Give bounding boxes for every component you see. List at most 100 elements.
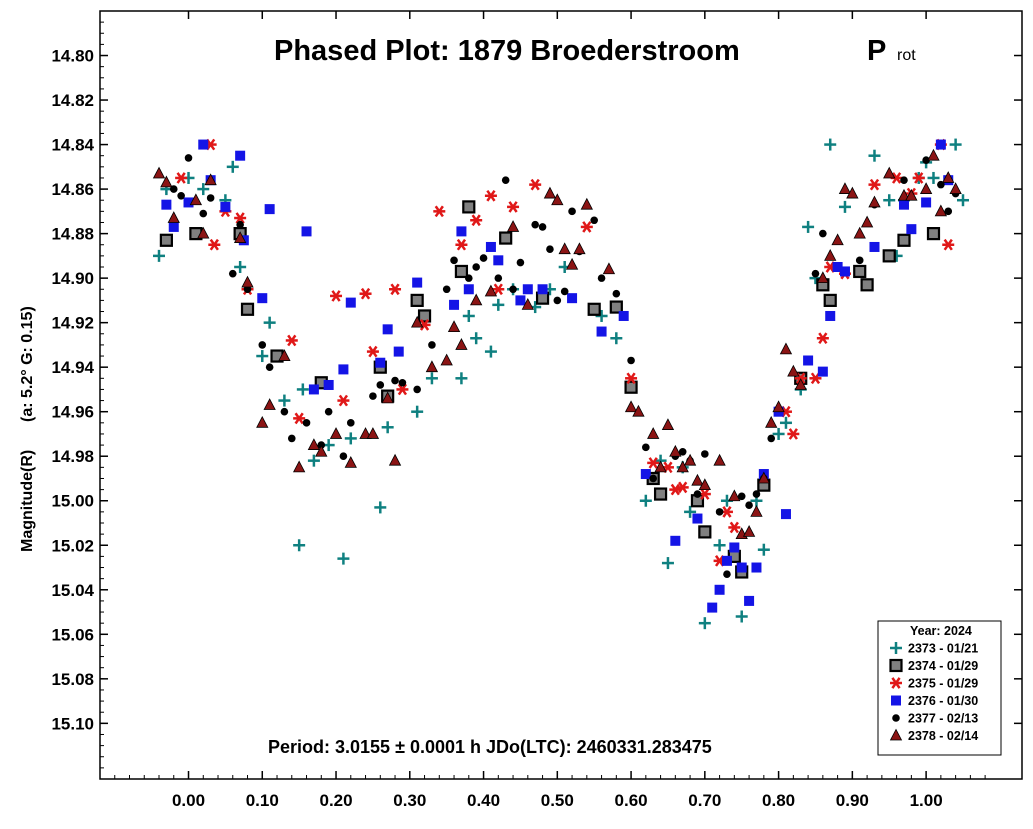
data-point [868,178,881,191]
data-point [447,320,461,333]
data-point [573,242,586,255]
data-point [296,383,309,396]
data-point [410,293,424,307]
data-point [736,562,747,573]
data-point [779,342,793,355]
x-tick-label: 0.20 [319,791,352,810]
x-tick-label: 0.10 [246,791,279,810]
data-point [208,238,221,251]
data-point [794,378,807,390]
y-tick-label: 14.90 [51,269,94,288]
legend-label: 2373 - 01/21 [908,642,978,656]
data-point [168,221,179,232]
data-point [934,204,948,217]
data-point [560,287,569,296]
data-point [927,171,940,184]
data-point [440,353,453,366]
data-point [236,220,244,229]
data-point [683,453,697,466]
data-point [640,469,651,480]
data-point [177,191,185,200]
data-point [388,453,402,466]
series-plus [153,138,969,630]
data-point [256,415,269,428]
data-point [595,309,608,322]
data-point [868,195,881,208]
data-point [787,364,800,377]
data-point [256,350,269,363]
chart-title-period-subscript: rot [897,47,916,64]
x-tick-label: 0.70 [688,791,721,810]
data-point [484,284,498,297]
data-point [676,481,689,494]
data-point [175,172,188,184]
data-point [428,341,436,349]
data-point [159,233,173,247]
data-point [543,186,557,199]
data-point [391,376,399,385]
data-point [816,332,829,345]
data-point [506,220,520,232]
data-point [728,521,741,534]
data-point [698,478,711,491]
data-point [831,233,844,246]
data-point [632,404,645,417]
data-point [433,205,446,218]
data-point [220,201,231,212]
data-point [264,204,275,215]
x-tick-label: 0.40 [467,791,500,810]
data-point [337,394,350,407]
data-point [853,226,866,239]
data-point [198,139,209,150]
data-point [546,245,554,253]
data-point [449,299,460,310]
data-point [228,269,237,278]
data-point [462,200,476,214]
data-point [382,324,393,335]
data-point [942,238,955,251]
data-point [345,297,356,308]
data-point [602,262,616,275]
data-point [366,345,379,358]
data-point [701,450,709,458]
data-point [509,285,517,294]
data-point [860,215,874,228]
x-tick-label: 0.30 [393,791,426,810]
data-point [515,295,526,306]
data-point [912,172,925,184]
data-point [610,332,623,345]
data-point [293,539,306,552]
chart-title: Phased Plot: 1879 Broederstroom [274,35,740,67]
data-point [713,539,726,552]
data-point [721,555,732,566]
data-point [737,492,746,501]
data-point [707,602,718,613]
data-point [882,249,896,263]
data-point [470,293,483,306]
data-point [922,156,930,164]
data-point [411,405,424,418]
data-point [824,138,837,151]
data-point [337,552,350,565]
data-point [204,173,217,186]
data-point [442,285,451,294]
data-point [612,289,621,298]
y-tick-label: 15.10 [51,714,94,733]
data-point [661,557,674,570]
data-point [825,310,836,321]
data-point [757,543,770,556]
data-point [752,490,761,498]
data-point [413,385,421,394]
data-point [860,278,874,292]
data-point [411,315,424,328]
data-point [535,291,550,305]
data-point [838,182,852,194]
data-point [745,501,753,509]
data-point [693,490,702,498]
data-point [531,220,539,229]
data-point [596,326,607,337]
data-point [263,398,276,410]
data-point [942,171,955,183]
data-point [684,505,697,518]
data-point [715,508,724,516]
